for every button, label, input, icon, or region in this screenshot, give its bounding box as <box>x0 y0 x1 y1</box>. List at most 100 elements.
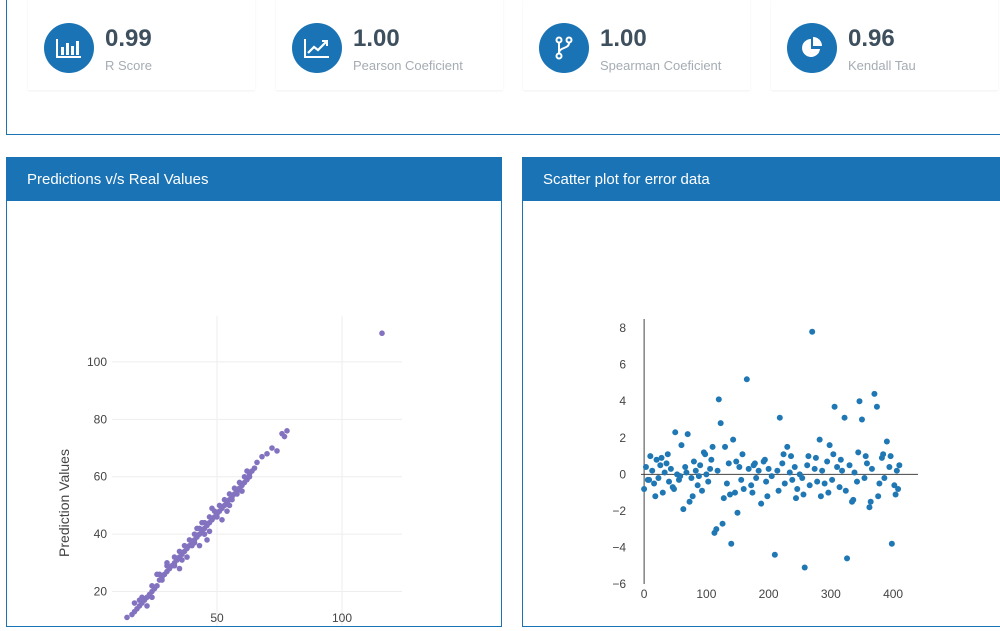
data-point <box>764 493 771 500</box>
data-point <box>792 495 799 502</box>
data-point <box>707 465 714 472</box>
data-point <box>834 464 841 471</box>
stat-card-pearson: 1.00 Pearson Coeficient <box>276 0 503 90</box>
data-point <box>204 537 210 543</box>
data-point <box>734 509 741 516</box>
y-tick-label: 6 <box>619 358 626 372</box>
data-point <box>763 478 770 485</box>
data-point <box>868 465 875 472</box>
data-point <box>708 456 715 463</box>
data-point <box>751 460 758 467</box>
data-point <box>655 475 662 481</box>
data-point <box>234 491 240 497</box>
y-tick-label: 60 <box>94 470 108 484</box>
data-point <box>229 496 235 503</box>
panel-title: Predictions v/s Real Values <box>7 158 501 201</box>
data-point <box>765 465 772 472</box>
data-point <box>284 428 290 434</box>
y-tick-label: −2 <box>612 504 626 518</box>
data-point <box>171 554 178 560</box>
data-point <box>839 467 846 474</box>
data-point <box>814 478 821 485</box>
data-point <box>753 475 760 481</box>
data-point <box>171 562 178 569</box>
data-point <box>883 438 890 445</box>
data-point <box>825 489 832 496</box>
data-point <box>264 450 270 457</box>
data-point <box>221 496 228 503</box>
data-point <box>880 451 887 458</box>
data-point <box>216 502 223 509</box>
data-point <box>858 416 865 423</box>
x-tick-label: 50 <box>210 611 224 625</box>
data-point <box>144 603 150 609</box>
data-point <box>231 485 238 492</box>
data-point <box>196 542 203 549</box>
stat-label: R Score <box>105 58 152 73</box>
data-point <box>863 460 870 467</box>
data-point <box>714 467 721 474</box>
stats-panel: 0.99 R Score 1.00 Pearson Coeficient 1.0… <box>6 0 1000 135</box>
data-point <box>837 456 844 463</box>
y-tick-label: 2 <box>619 431 626 445</box>
data-point <box>164 560 170 566</box>
data-point <box>677 473 684 480</box>
data-point <box>771 551 778 558</box>
y-tick-label: 40 <box>94 527 108 541</box>
data-point <box>774 467 781 474</box>
data-point <box>199 519 205 526</box>
data-point <box>186 537 193 543</box>
data-point <box>829 476 836 483</box>
data-point <box>805 453 812 460</box>
y-tick-label: −4 <box>612 540 626 554</box>
data-point <box>705 478 712 485</box>
data-point <box>689 493 696 500</box>
data-point <box>241 473 248 480</box>
data-point <box>641 485 648 492</box>
data-point <box>254 459 260 466</box>
data-point <box>736 464 743 471</box>
data-point <box>136 597 143 603</box>
data-point <box>791 464 798 471</box>
data-point <box>824 458 831 465</box>
data-point <box>722 443 729 450</box>
data-point <box>893 467 900 474</box>
data-point <box>154 571 160 578</box>
data-point <box>830 451 837 458</box>
data-point <box>683 469 690 476</box>
data-point <box>715 396 722 403</box>
data-point <box>236 479 243 486</box>
data-point <box>867 498 874 505</box>
data-point <box>749 489 756 496</box>
x-tick-label: 400 <box>883 587 903 601</box>
data-point <box>776 414 783 421</box>
data-point <box>688 475 695 481</box>
data-point <box>194 525 200 532</box>
data-point <box>723 480 730 487</box>
data-point <box>738 476 745 483</box>
data-point <box>804 462 811 469</box>
data-point <box>875 493 882 500</box>
data-point <box>853 478 860 485</box>
predictions-chart: 20 40 60 80 100 50 100 Prediction Values <box>56 316 402 626</box>
data-point <box>841 414 848 421</box>
data-point <box>719 520 726 527</box>
data-point <box>861 475 868 481</box>
data-point <box>697 462 704 469</box>
data-point <box>664 451 671 458</box>
data-point <box>855 449 862 456</box>
panel-title: Scatter plot for error data <box>523 158 1000 201</box>
data-point <box>680 506 687 513</box>
stat-value: 1.00 <box>600 25 647 52</box>
y-tick-label: 8 <box>619 321 626 335</box>
data-point <box>652 493 659 500</box>
data-point <box>817 493 824 500</box>
data-point <box>816 436 823 443</box>
data-point <box>191 539 198 546</box>
data-point <box>717 420 724 427</box>
data-point <box>780 451 787 458</box>
data-point <box>881 475 888 481</box>
fork-icon <box>539 23 589 73</box>
data-point <box>176 565 183 572</box>
data-point <box>657 462 664 469</box>
